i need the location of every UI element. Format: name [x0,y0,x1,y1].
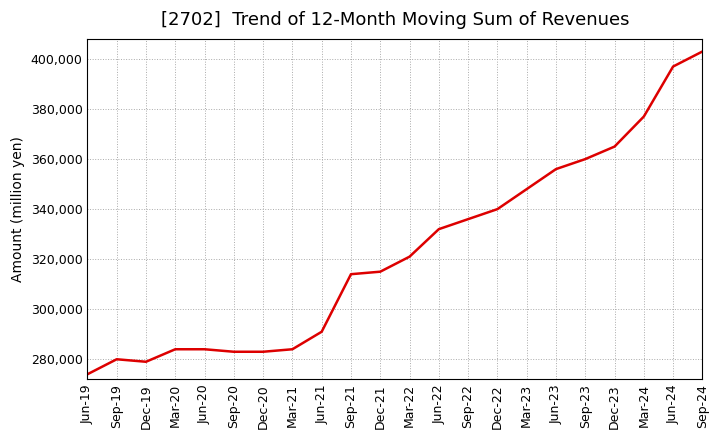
Y-axis label: Amount (million yen): Amount (million yen) [11,136,25,282]
Title: [2702]  Trend of 12-Month Moving Sum of Revenues: [2702] Trend of 12-Month Moving Sum of R… [161,11,629,29]
